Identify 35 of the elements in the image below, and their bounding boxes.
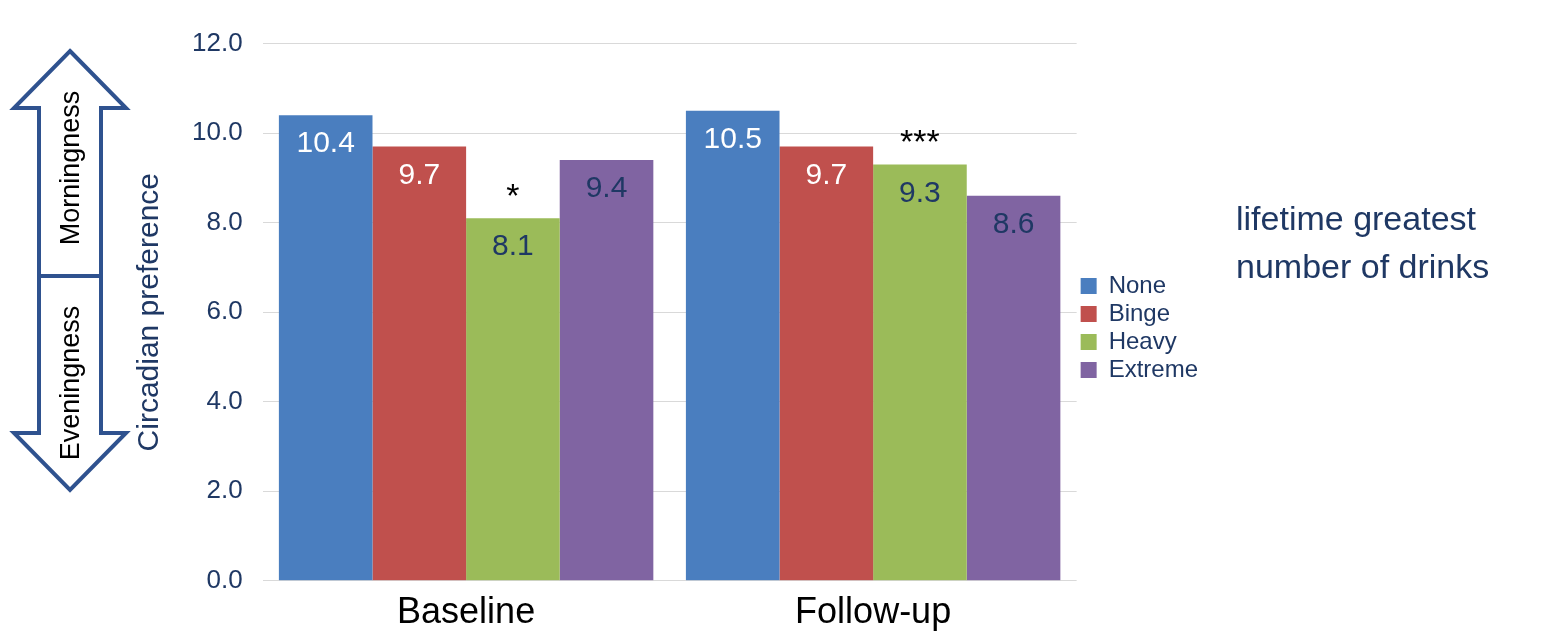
bar bbox=[278, 115, 373, 581]
y-tick-label: 6.0 bbox=[206, 295, 243, 326]
x-tick-label: Baseline bbox=[397, 590, 536, 632]
legend-label: Binge bbox=[1108, 298, 1171, 326]
data-label: 9.4 bbox=[585, 170, 628, 204]
legend-title: lifetime greatest number of drinks bbox=[1236, 198, 1491, 287]
data-label: 9.3 bbox=[899, 174, 941, 208]
text: Morningness bbox=[55, 90, 85, 246]
y-tick-label: 8.0 bbox=[206, 205, 243, 236]
x-tick-label: Follow-up bbox=[795, 590, 952, 632]
bar bbox=[873, 164, 967, 581]
data-label: 8.1 bbox=[492, 228, 534, 262]
data-label: 9.7 bbox=[398, 156, 441, 190]
bar bbox=[466, 218, 560, 581]
annotation: * bbox=[506, 175, 520, 214]
bar bbox=[559, 159, 654, 581]
legend-label: Heavy bbox=[1108, 326, 1177, 354]
text: Eveningness bbox=[55, 305, 85, 461]
annotation: *** bbox=[900, 121, 940, 160]
data-label: 8.6 bbox=[992, 206, 1035, 240]
bar bbox=[685, 110, 780, 581]
data-label: 9.7 bbox=[805, 156, 848, 190]
bar bbox=[372, 146, 467, 581]
y-tick-label: 12.0 bbox=[191, 26, 243, 57]
y-tick-label: 4.0 bbox=[206, 384, 243, 415]
bar bbox=[779, 146, 874, 581]
y-tick-label: 10.0 bbox=[191, 116, 243, 147]
y-tick-label: 0.0 bbox=[206, 563, 243, 594]
bar bbox=[966, 195, 1061, 581]
data-label: 10.5 bbox=[703, 121, 762, 155]
legend-label: None bbox=[1108, 270, 1167, 298]
legend-label: Extreme bbox=[1108, 354, 1198, 382]
data-label: 10.4 bbox=[296, 125, 355, 159]
y-tick-label: 2.0 bbox=[206, 474, 243, 505]
y-axis-title: Circadian preference bbox=[131, 172, 165, 452]
